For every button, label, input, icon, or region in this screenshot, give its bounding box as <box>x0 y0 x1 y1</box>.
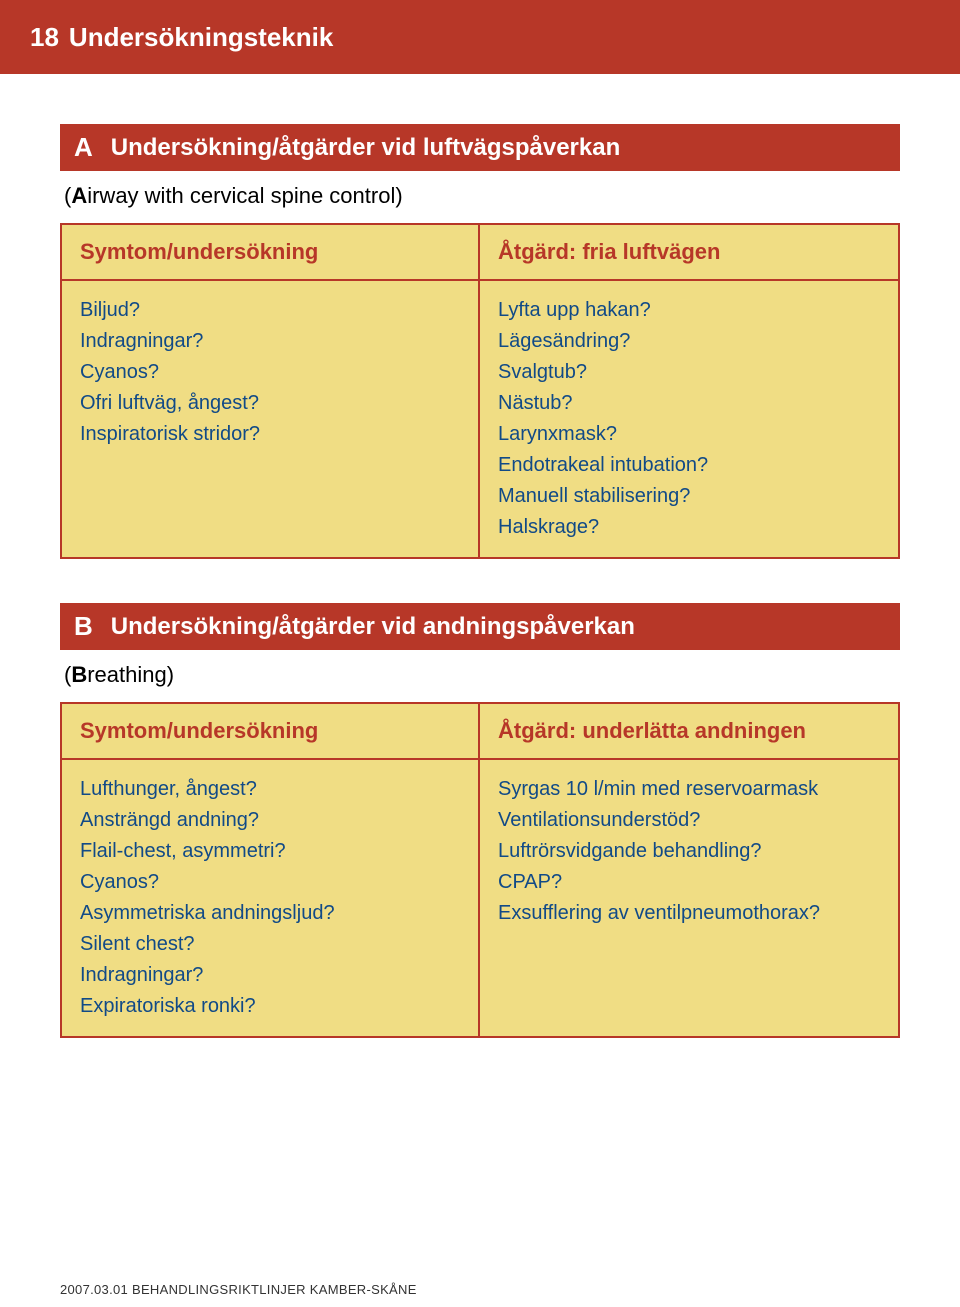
subtitle-bold: B <box>71 662 87 687</box>
page-header: 18 Undersökningsteknik <box>0 0 960 74</box>
section-a-bar: A Undersökning/åtgärder vid luftvägspåve… <box>60 124 900 171</box>
list-item: Ofri luftväg, ångest? <box>80 388 460 419</box>
list-item: Lägesändring? <box>498 326 880 357</box>
subtitle-rest: irway with cervical spine control) <box>87 183 402 208</box>
list-item: Manuell stabilisering? <box>498 481 880 512</box>
section-b-bar: B Undersökning/åtgärder vid andningspåve… <box>60 603 900 650</box>
table-b-col2-header: Åtgärd: underlätta andningen <box>480 704 898 758</box>
table-a: Symtom/undersökning Åtgärd: fria luftväg… <box>60 223 900 559</box>
page-header-text: 18 Undersökningsteknik <box>0 22 333 53</box>
table-b-col1-header: Symtom/undersökning <box>62 704 480 758</box>
table-b-head: Symtom/undersökning Åtgärd: underlätta a… <box>62 704 898 760</box>
list-item: Expiratoriska ronki? <box>80 991 460 1022</box>
section-b-subtitle: (Breathing) <box>60 650 900 702</box>
list-item: Asymmetriska andningsljud? <box>80 898 460 929</box>
table-a-head: Symtom/undersökning Åtgärd: fria luftväg… <box>62 225 898 281</box>
section-a-title: Undersökning/åtgärder vid luftvägspåverk… <box>111 134 620 162</box>
list-item: Ventilationsunderstöd? <box>498 805 880 836</box>
list-item: Exsufflering av ventilpneumothorax? <box>498 898 880 929</box>
table-b-col1: Lufthunger, ångest? Ansträngd andning? F… <box>62 760 480 1036</box>
table-a-body: Biljud? Indragningar? Cyanos? Ofri luftv… <box>62 281 898 557</box>
footer-text: 2007.03.01 BEHANDLINGSRIKTLINJER KAMBER-… <box>60 1282 417 1297</box>
list-item: Biljud? <box>80 295 460 326</box>
page-title: Undersökningsteknik <box>69 22 333 52</box>
subtitle-rest: reathing) <box>87 662 174 687</box>
list-item: Nästub? <box>498 388 880 419</box>
list-item: Lyfta upp hakan? <box>498 295 880 326</box>
list-item: Silent chest? <box>80 929 460 960</box>
section-a-subtitle: (Airway with cervical spine control) <box>60 171 900 223</box>
section-b-title: Undersökning/åtgärder vid andningspåverk… <box>111 613 635 641</box>
section-b-letter: B <box>74 611 93 642</box>
list-item: Inspiratorisk stridor? <box>80 419 460 450</box>
list-item: Cyanos? <box>80 357 460 388</box>
list-item: CPAP? <box>498 867 880 898</box>
list-item: Ansträngd andning? <box>80 805 460 836</box>
list-item: Svalgtub? <box>498 357 880 388</box>
section-a-letter: A <box>74 132 93 163</box>
list-item: Luftrörsvidgande behandling? <box>498 836 880 867</box>
table-b-body: Lufthunger, ångest? Ansträngd andning? F… <box>62 760 898 1036</box>
list-item: Syrgas 10 l/min med reservoarmask <box>498 774 880 805</box>
table-a-col1-header: Symtom/undersökning <box>62 225 480 279</box>
table-a-col2-header: Åtgärd: fria luftvägen <box>480 225 898 279</box>
content: A Undersökning/åtgärder vid luftvägspåve… <box>0 74 960 1038</box>
table-a-col1: Biljud? Indragningar? Cyanos? Ofri luftv… <box>62 281 480 557</box>
list-item: Larynxmask? <box>498 419 880 450</box>
page-number: 18 <box>30 22 59 52</box>
subtitle-bold: A <box>71 183 87 208</box>
list-item: Indragningar? <box>80 960 460 991</box>
list-item: Cyanos? <box>80 867 460 898</box>
table-b: Symtom/undersökning Åtgärd: underlätta a… <box>60 702 900 1038</box>
list-item: Endotrakeal intubation? <box>498 450 880 481</box>
table-a-col2: Lyfta upp hakan? Lägesändring? Svalgtub?… <box>480 281 898 557</box>
list-item: Indragningar? <box>80 326 460 357</box>
table-b-col2: Syrgas 10 l/min med reservoarmask Ventil… <box>480 760 898 1036</box>
list-item: Flail-chest, asymmetri? <box>80 836 460 867</box>
list-item: Lufthunger, ångest? <box>80 774 460 805</box>
list-item: Halskrage? <box>498 512 880 543</box>
